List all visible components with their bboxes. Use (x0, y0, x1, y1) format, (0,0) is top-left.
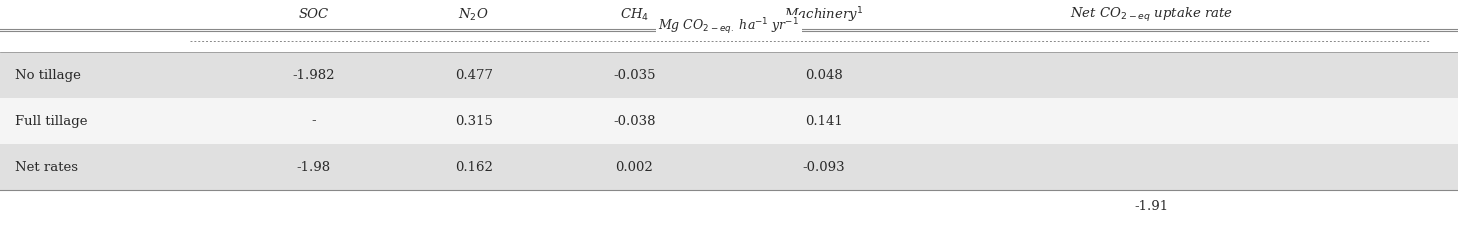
Text: -0.093: -0.093 (802, 160, 846, 174)
Bar (0, 98, 1458, 144)
Text: Net CO$_{2-eq}$ uptake rate: Net CO$_{2-eq}$ uptake rate (1070, 6, 1233, 24)
Text: N$_2$O: N$_2$O (458, 7, 490, 23)
Text: -0.035: -0.035 (612, 68, 656, 82)
Text: Net rates: Net rates (15, 160, 77, 174)
Text: 0.141: 0.141 (805, 114, 843, 128)
Text: CH$_4$: CH$_4$ (620, 7, 649, 23)
Text: No tillage: No tillage (15, 68, 80, 82)
Text: 0.477: 0.477 (455, 68, 493, 82)
Text: Mg CO$_{2-eq.}$ ha$^{-1}$ yr$^{-1}$: Mg CO$_{2-eq.}$ ha$^{-1}$ yr$^{-1}$ (659, 17, 799, 37)
Text: 0.002: 0.002 (615, 160, 653, 174)
Text: -1.91: -1.91 (1134, 199, 1169, 212)
Text: SOC: SOC (299, 8, 328, 22)
Text: -1.982: -1.982 (292, 68, 335, 82)
Text: Machinery$^1$: Machinery$^1$ (784, 5, 863, 25)
Text: 0.162: 0.162 (455, 160, 493, 174)
Bar (0, 52, 1458, 98)
Text: Full tillage: Full tillage (15, 114, 87, 128)
Text: -1.98: -1.98 (296, 160, 331, 174)
Text: -: - (311, 114, 316, 128)
Text: -0.038: -0.038 (612, 114, 656, 128)
Text: 0.315: 0.315 (455, 114, 493, 128)
Text: 0.048: 0.048 (805, 68, 843, 82)
Bar (0, 144, 1458, 190)
